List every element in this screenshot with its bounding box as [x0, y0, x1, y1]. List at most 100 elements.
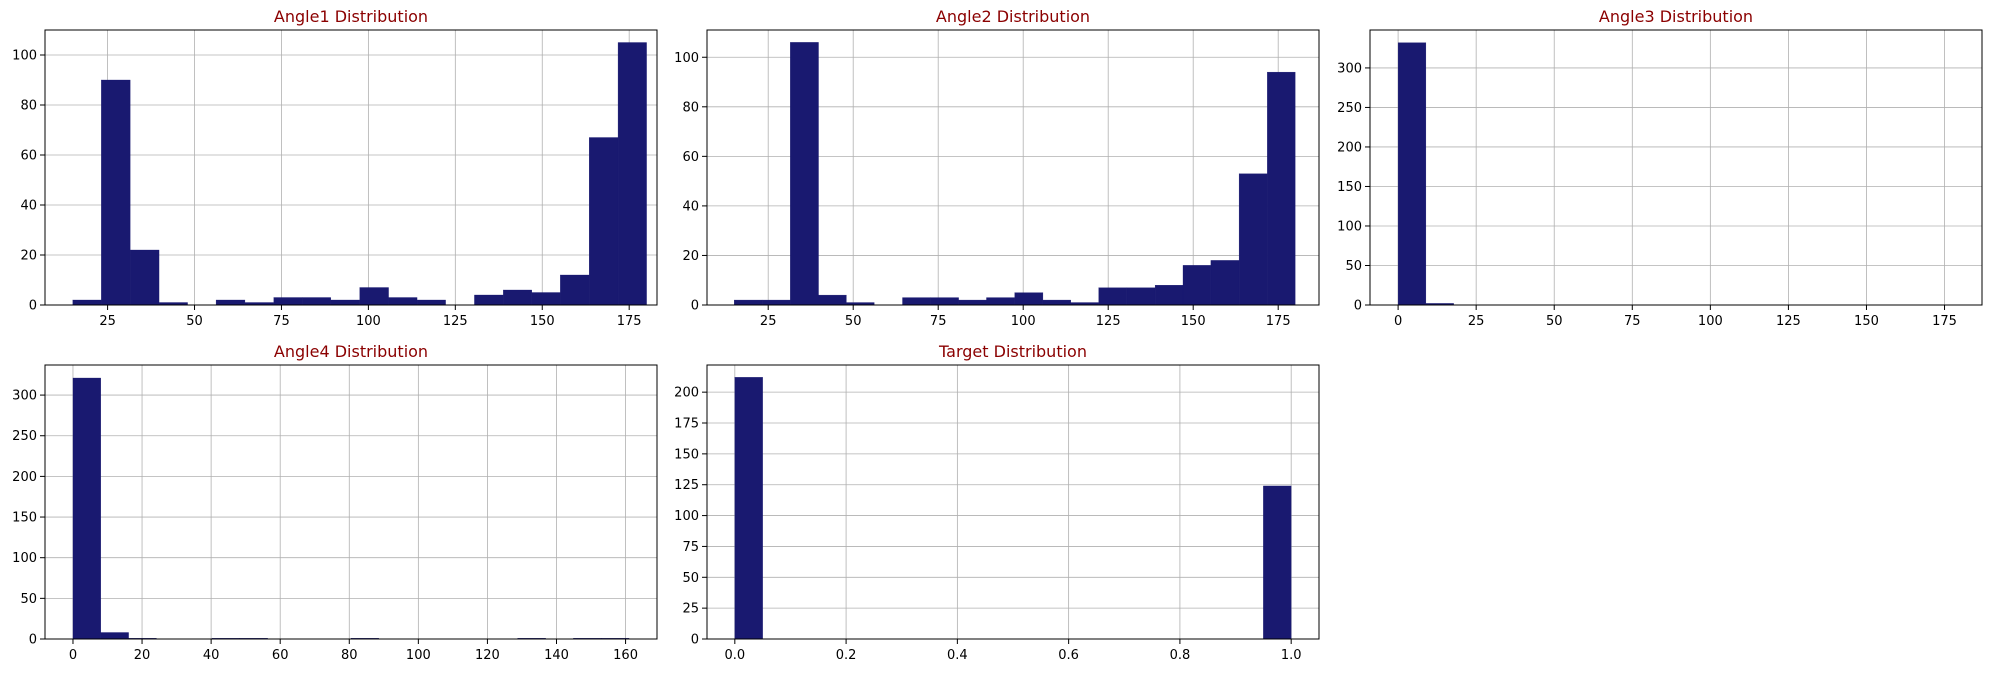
- axes-frame: [706, 364, 1320, 640]
- x-tick-label: 100: [356, 314, 381, 329]
- histogram-bar: [531, 292, 561, 306]
- histogram-bar: [986, 297, 1015, 306]
- y-tick-label: 100: [674, 509, 699, 524]
- x-tick-label: 0.6: [1058, 648, 1079, 663]
- x-tick-label: 120: [475, 648, 500, 663]
- histogram-bar: [734, 299, 763, 306]
- y-tick-label: 150: [12, 511, 37, 526]
- histogram-bar: [416, 299, 446, 306]
- y-tick-label: 150: [1337, 180, 1362, 195]
- x-tick-label: 50: [1546, 314, 1563, 329]
- x-tick-label: 75: [930, 314, 947, 329]
- x-tick-label: 25: [99, 314, 116, 329]
- chart-title: Angle1 Distribution: [274, 7, 428, 26]
- y-tick-label: 100: [12, 49, 37, 64]
- y-tick-label: 40: [682, 199, 699, 214]
- x-tick-label: 50: [186, 314, 203, 329]
- x-tick-label: 20: [134, 648, 151, 663]
- x-tick-label: 100: [1698, 314, 1723, 329]
- histogram-bar: [100, 632, 129, 640]
- histogram-bar: [902, 297, 931, 306]
- y-tick-label: 50: [1345, 259, 1362, 274]
- axes-frame: [44, 364, 658, 640]
- x-tick-label: 175: [617, 314, 642, 329]
- histogram-bar: [503, 289, 532, 306]
- histogram-bar: [617, 42, 647, 306]
- y-tick-label: 40: [20, 199, 37, 214]
- histogram-bar: [215, 299, 246, 306]
- y-tick-label: 200: [674, 386, 699, 401]
- x-tick-label: 0.0: [724, 648, 745, 663]
- y-tick-label: 200: [12, 470, 37, 485]
- x-tick-label: 140: [544, 648, 569, 663]
- histogram-bar: [273, 297, 303, 306]
- histogram-bar: [1098, 287, 1128, 306]
- y-tick-label: 100: [674, 51, 699, 66]
- x-tick-label: 25: [760, 314, 777, 329]
- histogram-bar: [1267, 71, 1296, 306]
- x-tick-label: 175: [1932, 314, 1957, 329]
- y-tick-label: 300: [12, 389, 37, 404]
- histogram-panel: 0.0 0.2 0.4 0.6 0.8 1.0 0 25 50 75 100 125 150 175 200…: [674, 342, 1320, 663]
- histogram-panel: 25 50 75 100 125 150 175 0 20 40 60 80 100 Angle1 Dis…: [12, 7, 658, 329]
- x-tick-label: 0: [69, 648, 77, 663]
- x-tick-label: 1.0: [1281, 648, 1302, 663]
- x-tick-label: 100: [406, 648, 431, 663]
- histogram-bar: [790, 42, 819, 306]
- histogram-panel: 0 20 40 60 80 100 120 140 160 0 50 100 150 200 250 300 A…: [12, 342, 658, 663]
- histogram-bar: [734, 377, 763, 640]
- y-tick-label: 0: [29, 633, 37, 648]
- histogram-bar: [72, 377, 101, 640]
- histogram-bar: [958, 299, 987, 306]
- y-tick-label: 20: [20, 249, 37, 264]
- histogram-bar: [72, 299, 102, 306]
- x-tick-label: 0: [1394, 314, 1402, 329]
- y-tick-label: 80: [682, 100, 699, 115]
- histogram-bar: [761, 299, 791, 306]
- histogram-bar: [1014, 292, 1044, 306]
- histogram-bar: [1238, 173, 1268, 306]
- x-tick-label: 125: [1776, 314, 1801, 329]
- x-tick-label: 175: [1266, 314, 1291, 329]
- y-tick-label: 250: [12, 429, 37, 444]
- x-tick-label: 150: [1181, 314, 1206, 329]
- histogram-bar: [818, 294, 847, 306]
- x-tick-label: 60: [272, 648, 289, 663]
- histogram-panel: 0 25 50 75 100 125 150 175 0 50 100 150 200 250 300 Ang…: [1337, 7, 1983, 329]
- chart-title: Target Distribution: [938, 342, 1087, 361]
- y-tick-label: 100: [1337, 219, 1362, 234]
- x-tick-label: 160: [613, 648, 638, 663]
- y-tick-label: 50: [20, 592, 37, 607]
- x-tick-label: 100: [1011, 314, 1036, 329]
- x-tick-label: 25: [1468, 314, 1485, 329]
- x-tick-label: 50: [845, 314, 862, 329]
- y-tick-label: 50: [682, 571, 699, 586]
- histogram-bar: [1126, 287, 1156, 306]
- histogram-bar: [1182, 265, 1212, 306]
- histogram-bar: [474, 294, 504, 306]
- histogram-bar: [330, 299, 360, 306]
- x-tick-label: 150: [530, 314, 555, 329]
- histogram-bar: [589, 137, 619, 306]
- y-tick-label: 0: [691, 633, 699, 648]
- y-tick-label: 100: [12, 551, 37, 566]
- histogram-bar: [388, 297, 418, 306]
- histogram-bar: [560, 274, 590, 306]
- histogram-bar: [1263, 485, 1292, 640]
- x-tick-label: 0.2: [836, 648, 857, 663]
- x-tick-label: 125: [443, 314, 468, 329]
- x-tick-label: 40: [203, 648, 220, 663]
- axes-frame: [44, 29, 658, 306]
- histogram-bar: [302, 297, 331, 306]
- y-tick-label: 25: [682, 602, 699, 617]
- histogram-bar: [1210, 260, 1240, 306]
- x-tick-label: 80: [341, 648, 358, 663]
- y-tick-label: 250: [1337, 101, 1362, 116]
- y-tick-label: 175: [674, 417, 699, 432]
- axes-frame: [706, 29, 1320, 306]
- x-tick-label: 125: [1096, 314, 1121, 329]
- y-tick-label: 60: [682, 150, 699, 165]
- y-tick-label: 300: [1337, 61, 1362, 76]
- histogram-panel: 25 50 75 100 125 150 175 0 20 40 60 80 100 Angle2 Dis…: [674, 7, 1320, 329]
